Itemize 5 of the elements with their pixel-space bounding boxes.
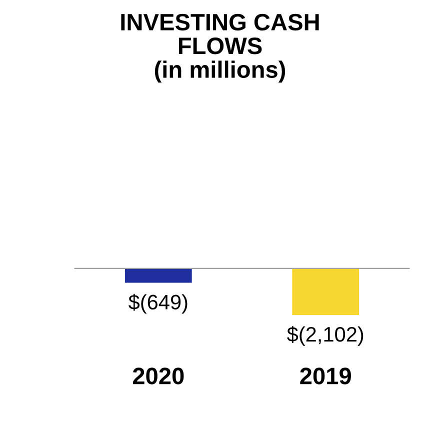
data-label: $(649) (128, 294, 188, 314)
x-tick-label: 2020 (132, 368, 184, 384)
data-label: $(2,102) (287, 326, 364, 346)
chart-title: INVESTING CASH FLOWS (in millions) (121, 14, 319, 83)
x-tick-label: 2019 (300, 368, 351, 384)
